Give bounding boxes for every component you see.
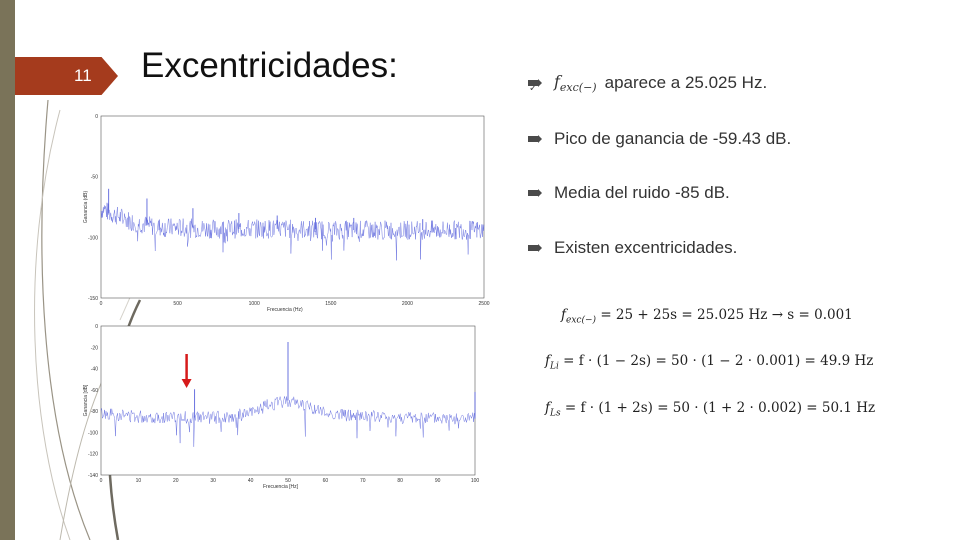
- bullet-item-3: Media del ruido -85 dB.: [528, 183, 730, 203]
- y-tick-label: -100: [88, 430, 98, 436]
- x-tick-label: 1500: [325, 301, 336, 307]
- y-tick-label: -20: [91, 345, 98, 351]
- x-tick-label: 10: [136, 478, 142, 484]
- x-tick-label: 50: [285, 478, 291, 484]
- y-tick-label: -40: [91, 367, 98, 373]
- x-tick-label: 100: [471, 478, 480, 484]
- y-tick-label: -100: [88, 235, 98, 241]
- arrow-bullet-icon: [528, 244, 542, 252]
- equation-lower-band: fLi = f · (1 − 2s) = 50 · (1 − 2 · 0.001…: [545, 353, 874, 372]
- spectrum-series-line: [100, 202, 485, 261]
- y-tick-label: -80: [91, 409, 98, 415]
- y-tick-label: 0: [95, 114, 98, 120]
- red-arrow-head: [181, 379, 192, 388]
- x-tick-label: 0: [100, 478, 103, 484]
- slide-number: 11: [74, 66, 92, 85]
- equation-slip: fexc(−) = 25 + 25s = 25.025 Hz → s = 0.0…: [561, 307, 853, 326]
- left-side-bar: [0, 0, 15, 540]
- x-tick-label: 70: [360, 478, 366, 484]
- bullet-item-1: ✓ fexc(−) aparece a 25.025 Hz.: [528, 72, 767, 94]
- x-tick-label: 0: [100, 301, 103, 307]
- spectrum-chart-wide: 0 500 1000 1500 2000 2500 0 -50 -100 -150 Frecuenc…: [80, 108, 493, 320]
- x-axis-label: Frecuencia [Hz]: [263, 484, 299, 490]
- check-icon: ✓: [529, 83, 538, 94]
- bullet-text: Media del ruido -85 dB.: [554, 183, 730, 202]
- bullet-item-4: Existen excentricidades.: [528, 238, 737, 258]
- y-tick-label: -60: [91, 388, 98, 394]
- bullet-text: aparece a 25.025 Hz.: [604, 73, 768, 93]
- x-tick-label: 1000: [249, 301, 260, 307]
- x-tick-label: 60: [323, 478, 329, 484]
- arrow-bullet-icon: [528, 135, 542, 143]
- bullet-text: Pico de ganancia de -59.43 dB.: [554, 129, 792, 148]
- spectrum-chart-wide-svg: 0 500 1000 1500 2000 2500 0 -50 -100 -150 Frecuenc…: [83, 114, 490, 313]
- x-tick-label: 2000: [402, 301, 413, 307]
- bullet-text: Existen excentricidades.: [554, 238, 738, 257]
- y-tick-label: -50: [91, 175, 98, 181]
- y-tick-label: -140: [88, 473, 98, 479]
- x-tick-label: 80: [397, 478, 403, 484]
- y-axis-label: Ganancia [dB]: [83, 384, 89, 416]
- spectrum-chart-zoom: 0 10 20 30 40 50 60 70 80 90 100 0 -20 -40 -60 -80 -100 -…: [80, 324, 485, 490]
- y-tick-label: -120: [88, 452, 98, 458]
- x-axis-label: Frecuencia (Hz): [267, 307, 303, 313]
- y-tick-label: -150: [88, 296, 98, 302]
- spectrum-chart-zoom-svg: 0 10 20 30 40 50 60 70 80 90 100 0 -20 -40 -60 -80 -100 -…: [83, 324, 480, 490]
- slide-number-badge: [15, 57, 118, 95]
- arrow-bullet-icon: [528, 189, 542, 197]
- x-tick-label: 20: [173, 478, 179, 484]
- x-tick-label: 2500: [478, 301, 489, 307]
- plot-frame: [100, 115, 485, 299]
- equation-upper-band: fLs = f · (1 + 2s) = 50 · (1 + 2 · 0.002…: [545, 400, 876, 419]
- x-tick-label: 90: [435, 478, 441, 484]
- bullet-item-2: Pico de ganancia de -59.43 dB.: [528, 129, 791, 149]
- x-tick-label: 500: [173, 301, 182, 307]
- y-tick-label: 0: [95, 324, 98, 330]
- x-tick-label: 40: [248, 478, 254, 484]
- bullet-formula: fexc(−): [554, 72, 597, 95]
- spectrum-series-line: [100, 396, 476, 447]
- arrow-bullet-icon: [528, 79, 542, 88]
- x-tick-label: 30: [210, 478, 216, 484]
- y-axis-label: Ganancia (dB): [83, 191, 89, 224]
- slide-title: Excentricidades:: [141, 46, 398, 85]
